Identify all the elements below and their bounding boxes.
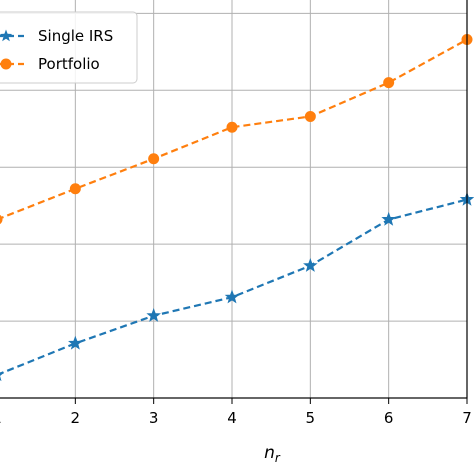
- legend-marker-circle: [0, 58, 12, 70]
- x-tick-label: 4: [227, 409, 237, 427]
- x-axis-label-main: n: [264, 443, 275, 463]
- legend-label: Single IRS: [38, 27, 113, 45]
- x-tick-label: 2: [71, 409, 81, 427]
- data-point-star: [146, 308, 161, 322]
- legend: Single IRS Portfolio: [0, 11, 138, 84]
- legend-label: Portfolio: [38, 55, 100, 73]
- series-line: [0, 198, 468, 375]
- x-tick-label: 3: [149, 409, 159, 427]
- x-tick-label: 5: [306, 409, 316, 427]
- series-layer: [0, 34, 474, 382]
- legend-marker-star: [0, 29, 13, 42]
- data-point-circle: [226, 121, 238, 133]
- legend-box: [0, 11, 138, 84]
- x-tick-label: 6: [384, 409, 394, 427]
- data-point-star: [68, 335, 83, 350]
- series-0: [0, 191, 474, 382]
- x-axis-ticks: 1 2 3 4 5 6 7: [0, 398, 472, 427]
- data-point-circle: [0, 214, 3, 225]
- data-point-star: [303, 258, 318, 272]
- x-tick-label: 7: [462, 409, 472, 427]
- data-point-star: [0, 372, 5, 382]
- data-point-circle: [69, 183, 81, 195]
- data-point-circle: [383, 77, 395, 89]
- data-point-circle: [148, 153, 160, 165]
- data-point-star: [381, 211, 396, 226]
- x-tick-label: 1: [0, 409, 2, 427]
- data-point-circle: [304, 110, 316, 122]
- x-axis-label-subscript: r: [275, 451, 281, 465]
- data-point-star: [224, 289, 240, 304]
- x-axis-label: nr: [264, 443, 281, 465]
